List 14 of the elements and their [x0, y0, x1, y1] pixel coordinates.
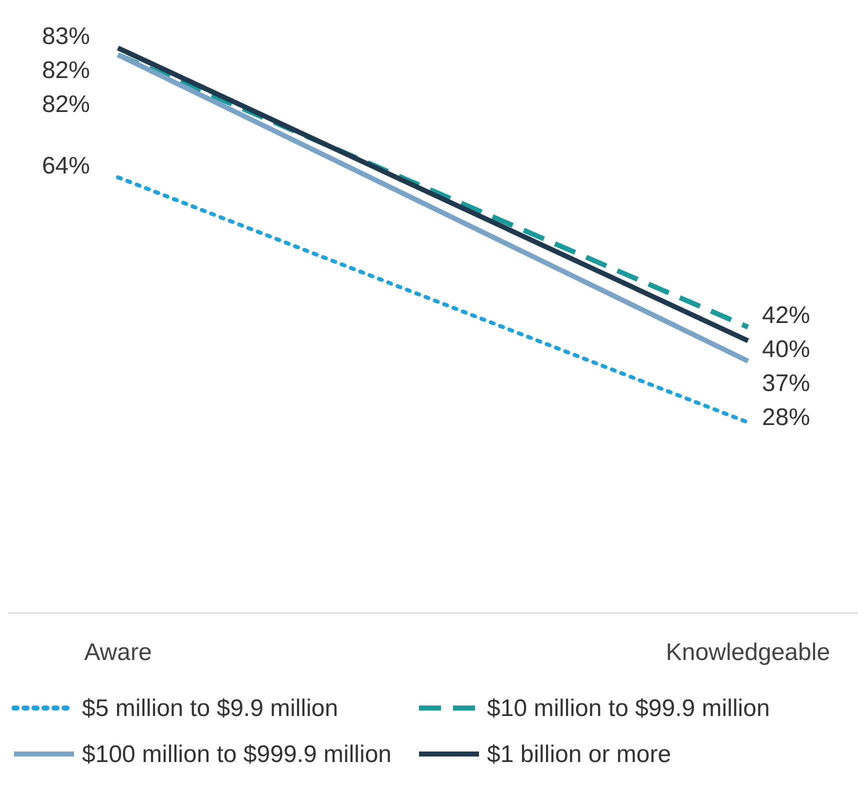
data-label: 82% [42, 91, 90, 118]
x-tick-label: Aware [84, 639, 152, 666]
data-label: 83% [42, 23, 90, 50]
legend-label: $5 million to $9.9 million [82, 695, 338, 722]
data-label: 28% [762, 404, 810, 432]
legend-label: $100 million to $999.9 million [82, 741, 392, 768]
data-label: 42% [762, 302, 810, 330]
x-tick-label: Knowledgeable [666, 639, 830, 666]
data-label: 64% [42, 152, 90, 180]
legend-label: $1 billion or more [487, 741, 672, 768]
legend-label: $10 million to $99.9 million [487, 695, 770, 722]
data-label: 37% [762, 370, 810, 398]
data-label: 82% [42, 57, 90, 84]
data-label: 40% [762, 336, 810, 364]
